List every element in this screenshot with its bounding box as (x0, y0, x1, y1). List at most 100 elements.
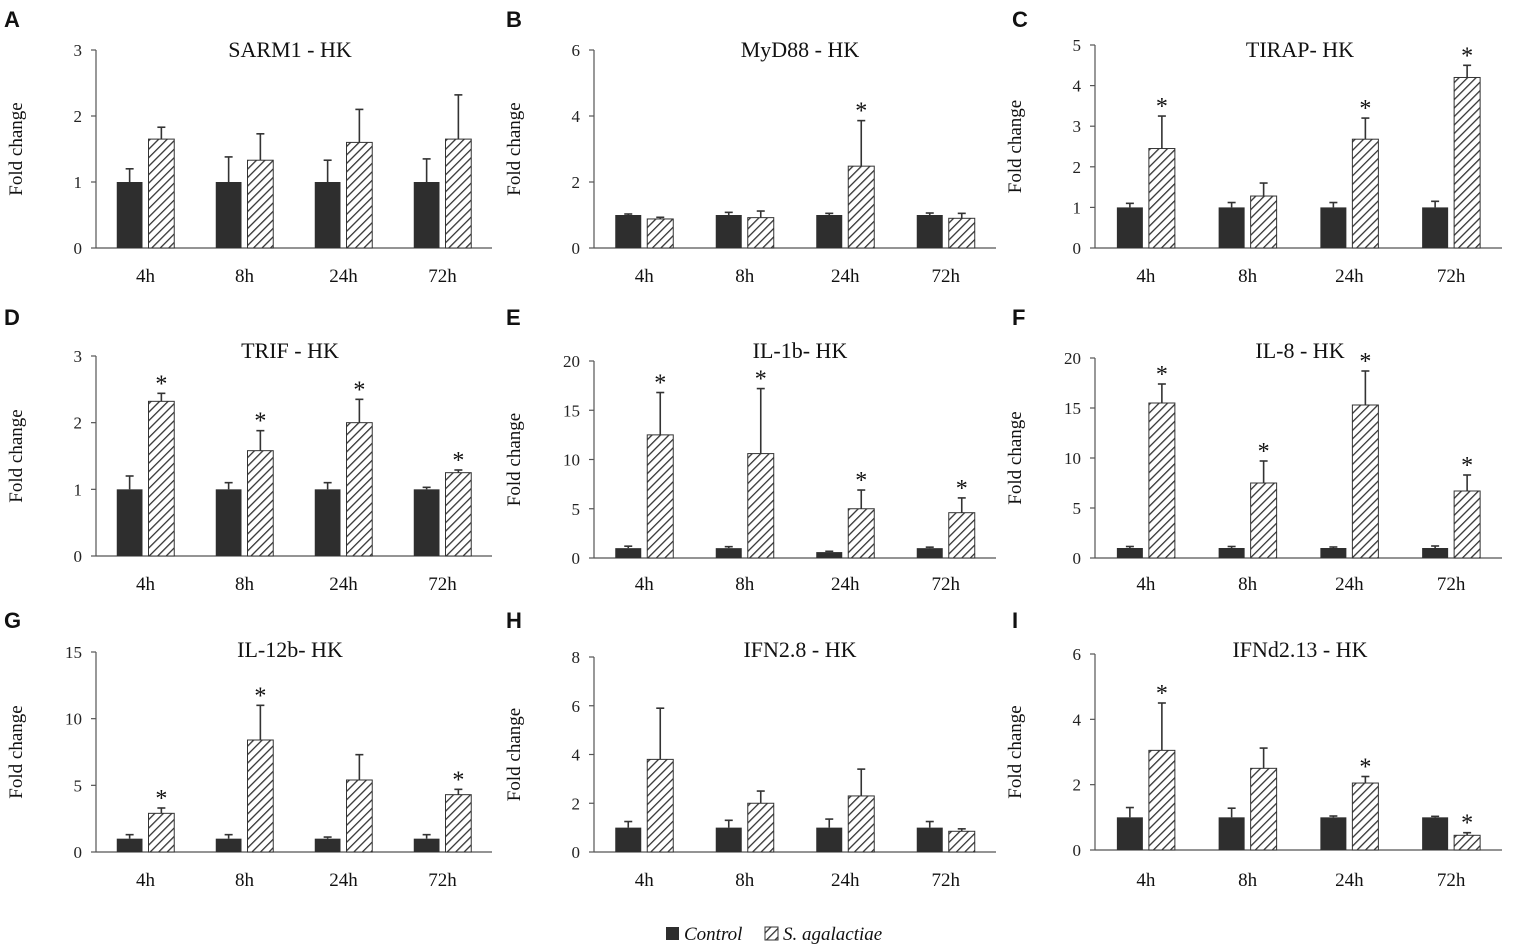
legend-control-swatch (666, 927, 679, 940)
significance-star: * (855, 468, 867, 494)
x-category-label: 24h (329, 870, 358, 891)
legend-control-label: Control (684, 924, 742, 945)
bar-control (615, 827, 642, 852)
x-category-label: 72h (932, 574, 961, 595)
y-tick-label: 0 (572, 843, 581, 862)
bar-control (413, 489, 440, 556)
y-tick-label: 6 (1073, 645, 1082, 664)
bar-s-agalactiae (148, 812, 175, 853)
y-tick-label: 6 (572, 41, 581, 60)
chart-panel-h: H IFN2.8 - HK Fold change 0 2 4 6 8 4h 8h 24h 72h (504, 608, 996, 891)
y-tick-label: 8 (572, 648, 581, 667)
x-category-label: 8h (735, 870, 755, 891)
significance-star: * (1461, 43, 1473, 69)
x-category-label: 24h (1335, 574, 1364, 595)
bar-s-agalactiae (1453, 76, 1481, 249)
y-tick-label: 0 (74, 843, 83, 862)
bar-s-agalactiae (646, 758, 674, 853)
bar-control (715, 827, 742, 852)
significance-star: * (1156, 94, 1168, 120)
significance-star: * (654, 371, 666, 397)
bar-control (916, 215, 943, 248)
y-tick-label: 4 (1073, 710, 1082, 729)
chart-panel-i: I IFNd2.13 - HK Fold change 0 2 4 6 4h * 8h 24h * 72… (1005, 608, 1502, 891)
y-tick-label: 0 (572, 239, 581, 258)
bar-control (916, 827, 943, 852)
y-tick-label: 4 (572, 746, 581, 765)
chart-panel-d: D TRIF - HK Fold change 0 1 2 3 4h * 8h * 24h * 72h * (4, 305, 492, 595)
y-tick-label: 15 (65, 643, 82, 662)
y-tick-label: 2 (74, 414, 83, 433)
y-tick-label: 5 (74, 776, 83, 795)
bar-control (1422, 548, 1449, 558)
bar-control (615, 215, 642, 248)
y-tick-label: 2 (1073, 158, 1082, 177)
x-category-label: 4h (136, 870, 156, 891)
significance-star: * (254, 409, 266, 435)
x-category-label: 8h (735, 574, 755, 595)
bar-control (413, 838, 440, 852)
bar-control (116, 182, 143, 248)
bar-control (1422, 207, 1449, 248)
bar-s-agalactiae (1250, 482, 1278, 559)
x-category-label: 4h (635, 266, 655, 287)
x-category-label: 8h (1238, 574, 1258, 595)
bar-s-agalactiae (346, 422, 373, 557)
x-category-label: 24h (1335, 870, 1364, 891)
bar-s-agalactiae (847, 795, 875, 853)
bar-s-agalactiae (948, 217, 976, 249)
significance-star: * (855, 99, 867, 125)
bar-s-agalactiae (1351, 782, 1379, 851)
panel-letter: F (1012, 305, 1025, 330)
y-axis-label: Fold change (1005, 100, 1026, 193)
x-category-label: 4h (635, 574, 655, 595)
panel-letter: C (1012, 7, 1028, 32)
bar-s-agalactiae (1351, 138, 1379, 249)
bar-control (1218, 817, 1245, 850)
x-category-label: 8h (235, 266, 255, 287)
bar-s-agalactiae (847, 165, 875, 249)
y-tick-label: 1 (74, 480, 83, 499)
bar-control (816, 552, 843, 558)
significance-star: * (1359, 349, 1371, 375)
bar-s-agalactiae (445, 794, 472, 853)
y-tick-label: 3 (74, 41, 83, 60)
y-axis-label: Fold change (6, 705, 27, 798)
x-category-label: 24h (329, 574, 358, 595)
significance-star: * (452, 767, 464, 793)
y-tick-label: 10 (65, 710, 82, 729)
x-category-label: 72h (932, 870, 961, 891)
bar-s-agalactiae (1250, 767, 1278, 851)
x-category-label: 4h (1136, 266, 1156, 287)
y-tick-label: 2 (74, 107, 83, 126)
x-category-label: 72h (428, 574, 457, 595)
chart-title: IL-1b- HK (753, 338, 848, 363)
chart-panel-a: A SARM1 - HK Fold change 0 1 2 3 4h 8h 24h 72h (4, 7, 492, 287)
chart-title: TIRAP- HK (1246, 37, 1354, 62)
y-tick-label: 2 (572, 173, 581, 192)
y-tick-label: 0 (572, 549, 581, 568)
y-axis-label: Fold change (504, 708, 525, 801)
bar-s-agalactiae (247, 450, 274, 557)
x-category-label: 72h (428, 266, 457, 287)
significance-star: * (254, 683, 266, 709)
bar-s-agalactiae (148, 138, 175, 249)
bar-s-agalactiae (847, 508, 875, 559)
y-axis-label: Fold change (6, 409, 27, 502)
chart-title: IFNd2.13 - HK (1232, 637, 1367, 662)
legend: Control S. agalactiae (666, 924, 882, 945)
chart-panel-b: B MyD88 - HK Fold change 0 2 4 6 4h 8h 24h * 72h (504, 7, 996, 287)
chart-title: IL-12b- HK (237, 637, 343, 662)
y-tick-label: 5 (1073, 499, 1082, 518)
x-category-label: 4h (136, 266, 156, 287)
y-axis-label: Fold change (1005, 705, 1026, 798)
significance-star: * (1359, 96, 1371, 122)
bar-s-agalactiae (1148, 402, 1176, 559)
y-axis-label: Fold change (6, 102, 27, 195)
bar-control (916, 548, 943, 558)
x-category-label: 4h (1136, 870, 1156, 891)
bar-control (1116, 207, 1143, 248)
significance-star: * (155, 371, 167, 397)
panel-letter: A (4, 7, 20, 32)
bar-s-agalactiae (247, 739, 274, 853)
